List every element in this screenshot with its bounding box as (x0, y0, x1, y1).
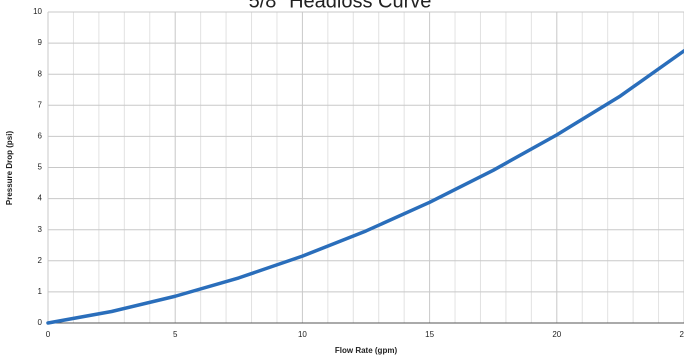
x-axis-title: Flow Rate (gpm) (335, 346, 398, 355)
y-tick-label: 3 (38, 225, 43, 234)
x-tick-label: 25 (680, 330, 684, 339)
y-tick-label: 1 (38, 287, 43, 296)
line-series (46, 49, 684, 325)
x-tick-label: 0 (46, 330, 51, 339)
x-tick-label: 5 (173, 330, 178, 339)
y-tick-label: 7 (38, 100, 43, 109)
x-tick-label: 10 (298, 330, 307, 339)
chart-title: 5/8" Headloss Curve (249, 0, 432, 12)
y-tick-label: 10 (33, 7, 42, 16)
y-axis-title: Pressure Drop (psi) (5, 131, 14, 206)
y-tick-label: 4 (38, 194, 43, 203)
y-tick-label: 2 (38, 256, 43, 265)
x-tick-label: 15 (425, 330, 434, 339)
y-tick-label: 0 (38, 318, 43, 327)
y-tick-label: 6 (38, 132, 43, 141)
x-tick-label: 20 (552, 330, 561, 339)
y-tick-label: 5 (38, 163, 43, 172)
y-tick-label: 8 (38, 69, 43, 78)
y-tick-label: 9 (38, 38, 43, 47)
